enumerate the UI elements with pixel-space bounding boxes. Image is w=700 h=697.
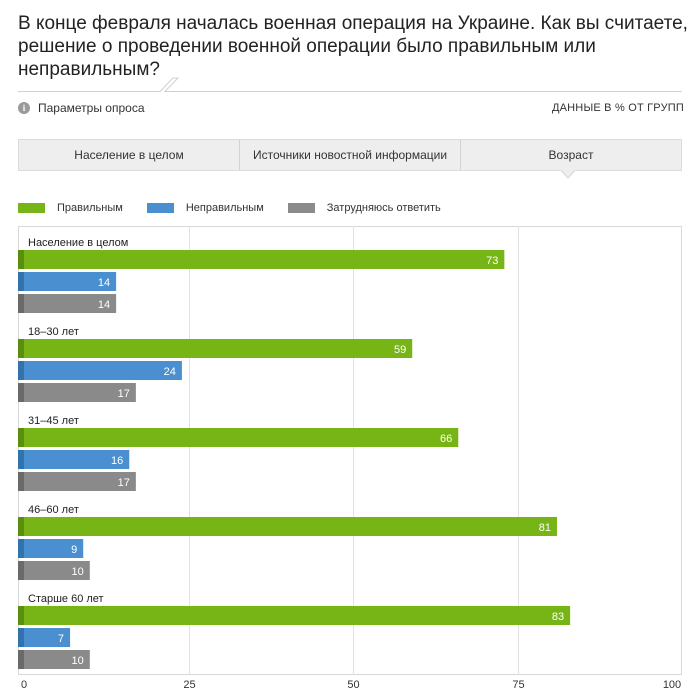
x-tick-label: 50 xyxy=(347,679,359,691)
x-tick-label: 25 xyxy=(183,679,195,691)
bar-value-label: 24 xyxy=(164,366,176,378)
survey-params-label: Параметры опроса xyxy=(38,101,145,115)
bar-cap xyxy=(18,250,24,269)
bar-cap xyxy=(18,628,24,647)
group-label: 18–30 лет xyxy=(28,326,79,338)
legend: Правильным Неправильным Затрудняюсь отве… xyxy=(18,202,465,214)
bar xyxy=(18,472,136,491)
legend-item-correct: Правильным xyxy=(18,202,123,214)
group-label: Население в целом xyxy=(28,237,128,249)
legend-item-undecided: Затрудняюсь ответить xyxy=(287,202,441,214)
bar-cap xyxy=(18,339,24,358)
chart-title: В конце февраля началась военная операци… xyxy=(18,13,688,80)
bar-value-label: 59 xyxy=(394,344,406,356)
bar xyxy=(18,561,90,580)
tab-age[interactable]: Возраст xyxy=(548,148,594,162)
bar-cap xyxy=(18,539,24,558)
bar xyxy=(18,428,459,447)
bar-value-label: 14 xyxy=(98,277,110,289)
units-label: ДАННЫЕ В % ОТ ГРУПП xyxy=(551,102,684,114)
bar-value-label: 10 xyxy=(72,655,84,667)
legend-label-incorrect: Неправильным xyxy=(185,202,264,214)
info-icon: i xyxy=(18,102,30,114)
bar xyxy=(18,272,117,291)
bar xyxy=(18,517,557,536)
bar-cap xyxy=(18,650,24,669)
bar-value-label: 16 xyxy=(111,455,123,467)
bar-value-label: 17 xyxy=(118,388,130,400)
bar-value-label: 73 xyxy=(486,255,498,267)
bar-cap xyxy=(18,428,24,447)
bar xyxy=(18,294,117,313)
bar-value-label: 66 xyxy=(440,433,452,445)
bar-cap xyxy=(18,294,24,313)
group-label: 46–60 лет xyxy=(28,504,79,516)
bar-chart: 0 25 50 75 100 Население в целом 73 14 14 18–30 л… xyxy=(18,226,682,691)
tab-population[interactable]: Население в целом xyxy=(19,140,240,170)
bar xyxy=(18,650,90,669)
bar-cap xyxy=(18,450,24,469)
x-tick-label: 75 xyxy=(512,679,524,691)
bar xyxy=(18,361,182,380)
bar-cap xyxy=(18,383,24,402)
survey-params-toggle[interactable]: i Параметры опроса xyxy=(18,101,145,115)
tab-bar: Население в целом Источники новостной ин… xyxy=(18,139,682,171)
bar-cap xyxy=(18,361,24,380)
params-divider xyxy=(18,77,682,92)
x-tick-label: 0 xyxy=(21,679,27,691)
bar xyxy=(18,339,413,358)
bar xyxy=(18,628,71,647)
bar-value-label: 81 xyxy=(539,522,551,534)
legend-label-undecided: Затрудняюсь ответить xyxy=(326,202,441,214)
bar-value-label: 9 xyxy=(71,544,77,556)
legend-label-correct: Правильным xyxy=(57,202,123,214)
bar-cap xyxy=(18,606,24,625)
bar xyxy=(18,250,505,269)
bar xyxy=(18,539,84,558)
bar-value-label: 17 xyxy=(118,477,130,489)
group-label: Старше 60 лет xyxy=(28,593,104,605)
tab-news-sources[interactable]: Источники новостной информации xyxy=(240,140,461,170)
active-tab-pointer xyxy=(560,169,576,179)
legend-swatch-undecided xyxy=(287,203,315,213)
bar xyxy=(18,606,571,625)
legend-swatch-correct xyxy=(18,203,45,213)
legend-item-incorrect: Неправильным xyxy=(146,202,264,214)
bar-value-label: 10 xyxy=(72,566,84,578)
bar-value-label: 14 xyxy=(98,299,110,311)
bar-value-label: 7 xyxy=(58,633,64,645)
legend-swatch-incorrect xyxy=(146,203,174,213)
bar-cap xyxy=(18,517,24,536)
bar xyxy=(18,383,136,402)
bar-cap xyxy=(18,561,24,580)
group-label: 31–45 лет xyxy=(28,415,79,427)
bar xyxy=(18,450,130,469)
bar-value-label: 83 xyxy=(552,611,564,623)
x-tick-label: 100 xyxy=(663,679,681,691)
bar-cap xyxy=(18,472,24,491)
bar-cap xyxy=(18,272,24,291)
